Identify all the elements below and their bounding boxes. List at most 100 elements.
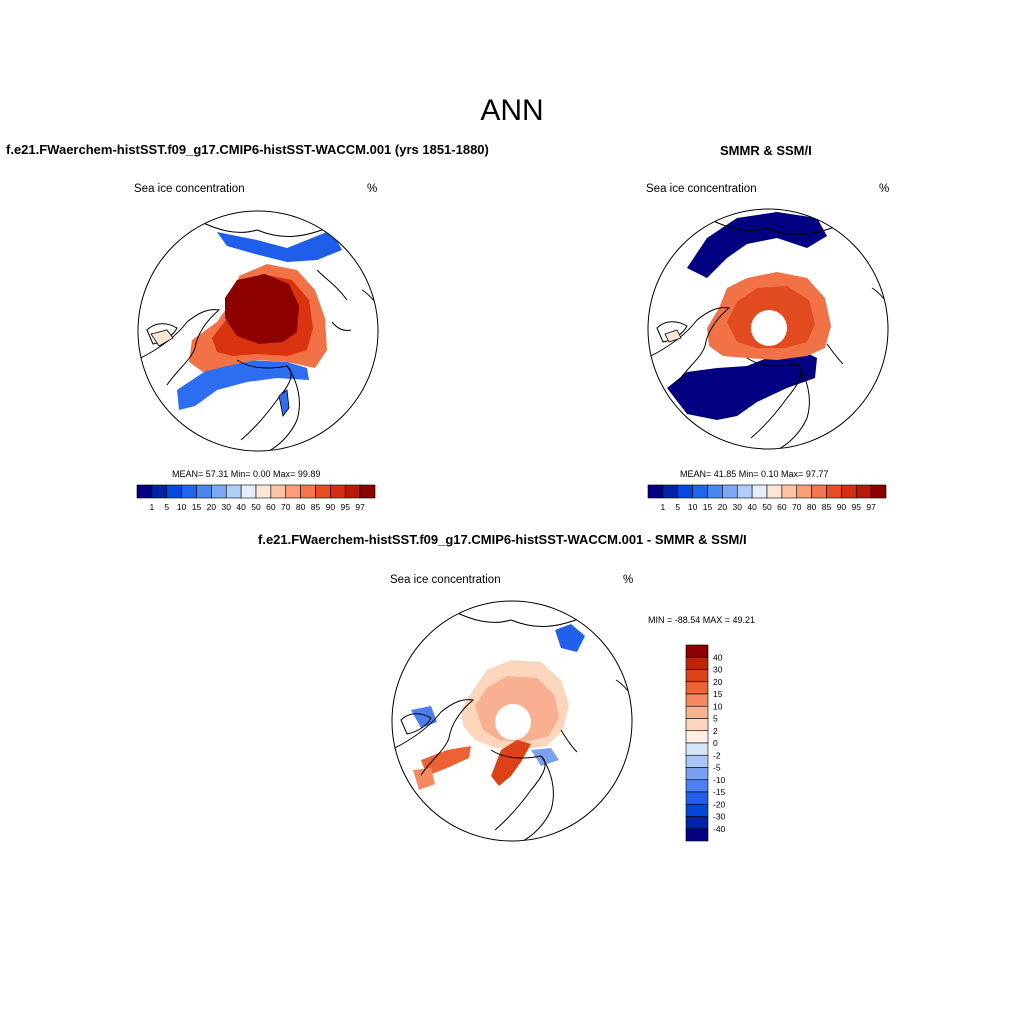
- colorbar-tick-label: 5: [164, 502, 169, 512]
- obs-panel-title: SMMR & SSM/I: [720, 143, 812, 158]
- colorbar-tick-label: 97: [866, 502, 876, 512]
- colorbar-swatch: [685, 803, 709, 817]
- colorbar-swatch: [166, 484, 182, 499]
- colorbar-swatch: [685, 791, 709, 805]
- obs-coastlines: [648, 217, 888, 449]
- colorbar-tick-label: 80: [296, 502, 306, 512]
- colorbar-tick-label: 0: [713, 738, 718, 748]
- colorbar-tick-label: 50: [251, 502, 261, 512]
- colorbar-tick-label: 60: [777, 502, 787, 512]
- colorbar-tick-label: 60: [266, 502, 276, 512]
- diff-coastlines: [392, 609, 632, 841]
- colorbar-swatch: [315, 484, 331, 499]
- model-coastlines: [138, 219, 378, 451]
- colorbar-swatch: [751, 484, 768, 499]
- colorbar-tick-label: 2: [713, 726, 718, 736]
- colorbar-tick-label: -15: [713, 787, 726, 797]
- colorbar-tick-label: 20: [713, 677, 723, 687]
- colorbar-tick-label: 15: [703, 502, 713, 512]
- colorbar-tick-label: 40: [236, 502, 246, 512]
- diff-stats: MIN = -88.54 MAX = 49.21: [648, 615, 756, 625]
- colorbar-swatch: [240, 484, 257, 499]
- colorbar-tick-label: 20: [207, 502, 217, 512]
- colorbar-swatch: [766, 484, 783, 499]
- colorbar-tick-label: 30: [222, 502, 232, 512]
- colorbar-tick-label: -5: [713, 763, 721, 773]
- colorbar-swatch: [685, 767, 709, 781]
- obs-polar-map: [647, 208, 889, 450]
- colorbar-tick-label: 20: [718, 502, 728, 512]
- colorbar-swatch: [811, 484, 827, 499]
- colorbar-swatch: [136, 484, 153, 499]
- colorbar-tick-label: -40: [713, 824, 726, 834]
- colorbar-swatch: [181, 484, 197, 499]
- colorbar-swatch: [855, 484, 872, 499]
- colorbar-swatch: [685, 742, 709, 756]
- colorbar-swatch: [677, 484, 693, 499]
- colorbar-swatch: [685, 693, 709, 707]
- obs-stats: MEAN= 41.85 Min= 0.10 Max= 97.77: [680, 469, 829, 479]
- diff-pole-hole: [495, 704, 531, 740]
- colorbar-tick-label: -10: [713, 775, 726, 785]
- colorbar-swatch: [255, 484, 272, 499]
- diff-positive-labrador: [413, 768, 435, 790]
- diff-negative-hudson: [411, 706, 437, 728]
- colorbar-swatch: [225, 484, 242, 499]
- colorbar-swatch: [685, 718, 709, 732]
- colorbar-tick-label: 1: [661, 502, 666, 512]
- colorbar-tick-label: 97: [355, 502, 365, 512]
- colorbar-tick-label: 90: [837, 502, 847, 512]
- colorbar-swatch: [196, 484, 212, 499]
- colorbar-tick-label: -30: [713, 812, 726, 822]
- colorbar-swatch: [841, 484, 857, 499]
- colorbar-tick-label: 10: [713, 701, 723, 711]
- colorbar-swatch: [685, 816, 709, 830]
- colorbar-swatch: [692, 484, 708, 499]
- colorbar-tick-label: -20: [713, 799, 726, 809]
- colorbar-tick-label: 85: [822, 502, 832, 512]
- colorbar-tick-label: 70: [792, 502, 802, 512]
- diff-panel-title: f.e21.FWaerchem-histSST.f09_g17.CMIP6-hi…: [258, 532, 747, 547]
- colorbar-swatch: [685, 644, 709, 658]
- colorbar-swatch: [344, 484, 361, 499]
- colorbar-swatch: [722, 484, 738, 499]
- colorbar-swatch: [707, 484, 723, 499]
- colorbar-swatch: [330, 484, 346, 499]
- colorbar-tick-label: 40: [747, 502, 757, 512]
- model-polar-map: [137, 210, 379, 452]
- colorbar-tick-label: 30: [733, 502, 743, 512]
- model-marginal-ice-south: [177, 360, 309, 410]
- colorbar-tick-label: 15: [192, 502, 202, 512]
- colorbar-tick-label: 30: [713, 665, 723, 675]
- diff-units-label: %: [623, 574, 634, 586]
- model-variable-label: Sea ice concentration: [134, 183, 245, 195]
- diff-negative-atlantic: [531, 748, 559, 766]
- colorbar-swatch: [662, 484, 679, 499]
- colorbar-swatch: [796, 484, 812, 499]
- figure-title: ANN: [480, 94, 544, 127]
- colorbar-swatch: [685, 730, 709, 744]
- model-ice-central-pack: [225, 274, 299, 344]
- obs-units-label: %: [879, 183, 890, 195]
- colorbar-tick-label: 70: [281, 502, 291, 512]
- colorbar-tick-label: 80: [807, 502, 817, 512]
- colorbar-swatch: [359, 484, 376, 499]
- colorbar-tick-label: 95: [341, 502, 351, 512]
- colorbar-swatch: [685, 656, 709, 670]
- colorbar-tick-label: 95: [852, 502, 862, 512]
- obs-marginal-ice-pacific: [687, 212, 827, 278]
- model-stats: MEAN= 57.31 Min= 0.00 Max= 99.89: [172, 469, 321, 479]
- obs-pole-hole: [751, 310, 787, 346]
- model-marginal-ice-pacific: [217, 230, 342, 262]
- colorbar-swatch: [685, 828, 709, 842]
- colorbar-swatch: [685, 754, 709, 768]
- colorbar-tick-label: 10: [177, 502, 187, 512]
- model-units-label: %: [367, 183, 378, 195]
- obs-variable-label: Sea ice concentration: [646, 183, 757, 195]
- colorbar-tick-label: 5: [713, 714, 718, 724]
- colorbar-tick-label: 10: [688, 502, 698, 512]
- colorbar-swatch: [270, 484, 287, 499]
- colorbar-tick-label: 50: [762, 502, 772, 512]
- colorbar-swatch: [685, 681, 709, 695]
